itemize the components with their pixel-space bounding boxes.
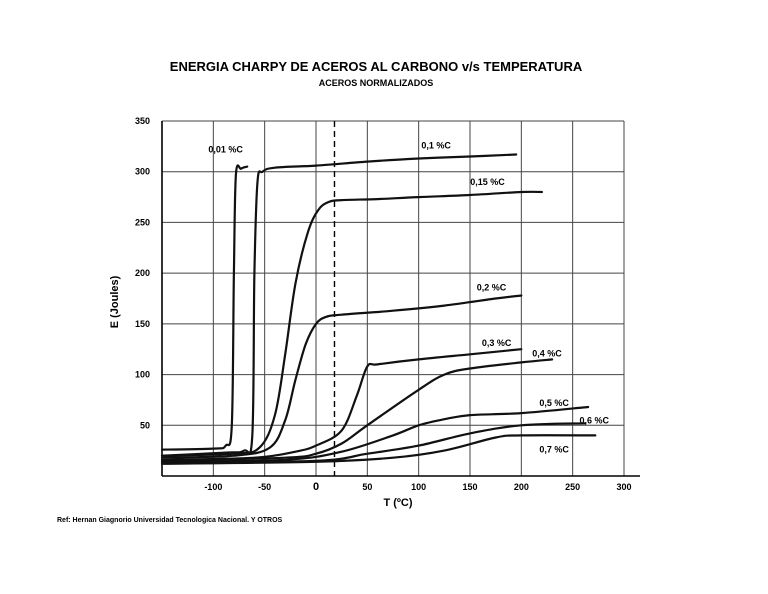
series-label: 0,5 %C — [539, 398, 569, 408]
y-tick-label: 50 — [140, 420, 150, 430]
series-line — [160, 164, 249, 451]
x-axis-label: T (ºC) — [383, 497, 412, 509]
series-label: 0,15 %C — [470, 177, 505, 187]
series-label: 0,2 %C — [477, 282, 507, 292]
series-line — [160, 294, 523, 459]
x-tick-label: -50 — [258, 482, 271, 492]
y-tick-label: 350 — [135, 116, 150, 126]
y-tick-label: 150 — [135, 319, 150, 329]
y-tick-label: 200 — [135, 268, 150, 278]
series-label: 0,7 %C — [539, 445, 569, 455]
x-tick-label: -100 — [204, 482, 222, 492]
chart-title: ENERGIA CHARPY DE ACEROS AL CARBONO v/s … — [170, 59, 583, 74]
y-tick-label: 100 — [135, 370, 150, 380]
series-labels: 0,01 %C 0,1 %C 0,15 %C 0,2 %C 0,3 %C 0,4 %C 0,… — [208, 140, 609, 454]
series-line — [160, 190, 543, 457]
series-line — [160, 434, 597, 465]
reference-note: Ref: Hernan Giagnorio Universidad Tecnol… — [57, 517, 283, 524]
series-line — [160, 348, 523, 461]
axes — [161, 121, 640, 477]
series-line — [160, 153, 518, 457]
grid — [162, 120, 625, 476]
x-tick-label: 50 — [362, 482, 372, 492]
series-label: 0,01 %C — [208, 144, 243, 154]
series-label: 0,1 %C — [421, 140, 451, 150]
series-label: 0,4 %C — [532, 348, 562, 358]
series-label: 0,3 %C — [482, 338, 512, 348]
x-tick-label: 250 — [565, 482, 580, 492]
series-group — [160, 153, 597, 465]
x-tick-label: 300 — [616, 482, 631, 492]
y-tick-label: 250 — [135, 217, 150, 227]
x-tick-label: 150 — [462, 482, 477, 492]
chart-subtitle: ACEROS NORMALIZADOS — [319, 78, 434, 88]
x-tick-label: 100 — [411, 482, 426, 492]
y-axis-label: E (Joules) — [109, 275, 121, 328]
tick-labels: -100 -50 0 50 100 150 200 250 300 350 300 250 200 150… — [135, 116, 632, 493]
x-tick-label: 200 — [514, 482, 529, 492]
y-tick-label: 300 — [135, 167, 150, 177]
x-tick-label: 0 — [313, 481, 319, 493]
series-line — [160, 358, 554, 462]
series-label: 0,6 %C — [579, 415, 609, 425]
series-line — [160, 405, 590, 463]
